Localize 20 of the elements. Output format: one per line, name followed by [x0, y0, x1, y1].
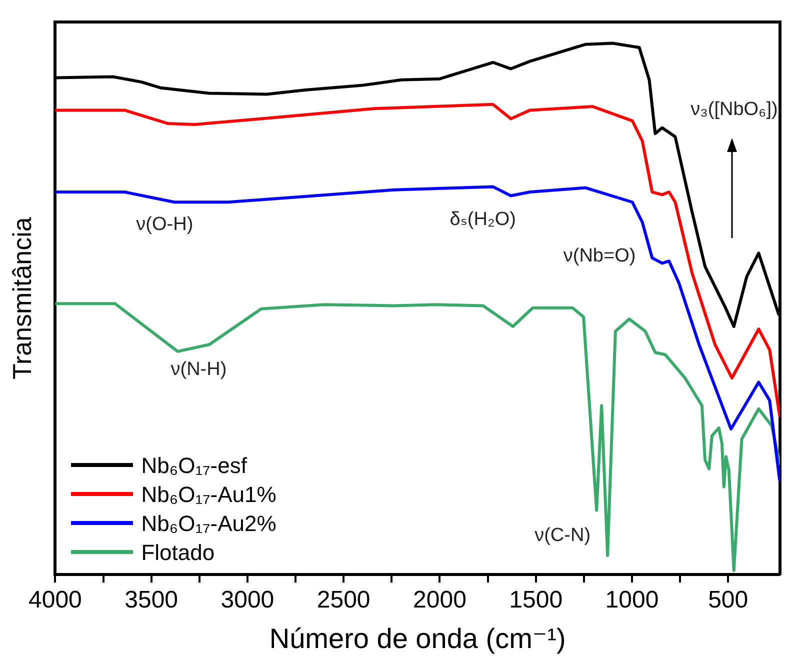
annotation: ν(Nb=O) [563, 246, 636, 267]
x-tick-label: 3000 [220, 586, 274, 614]
annotation: ν(C-N) [534, 525, 591, 546]
y-axis-title: Transmitância [6, 216, 37, 380]
x-tick-label: 3500 [124, 586, 178, 614]
legend-label: Nb₆O₁₇-esf [141, 452, 247, 480]
x-tick-label: 1500 [509, 586, 563, 614]
x-tick-label: 500 [708, 586, 748, 614]
annotation: ν₃([NbO₆]) [690, 99, 778, 120]
annotation: ν(N-H) [170, 358, 227, 380]
annotation: δₛ(H₂O) [450, 209, 516, 230]
x-tick-label: 2500 [316, 586, 370, 614]
annotation: ν(O-H) [136, 214, 194, 236]
x-tick-label: 2000 [413, 586, 466, 614]
x-axis-title: Número de onda (cm⁻¹) [269, 622, 566, 654]
legend-label: Flotado [141, 538, 215, 567]
legend-label: Nb₆O₁₇-Au2% [141, 510, 276, 538]
x-tick-label: 4000 [28, 586, 82, 614]
legend-label: Nb₆O₁₇-Au1% [141, 480, 276, 509]
x-tick-label: 1000 [605, 586, 659, 614]
